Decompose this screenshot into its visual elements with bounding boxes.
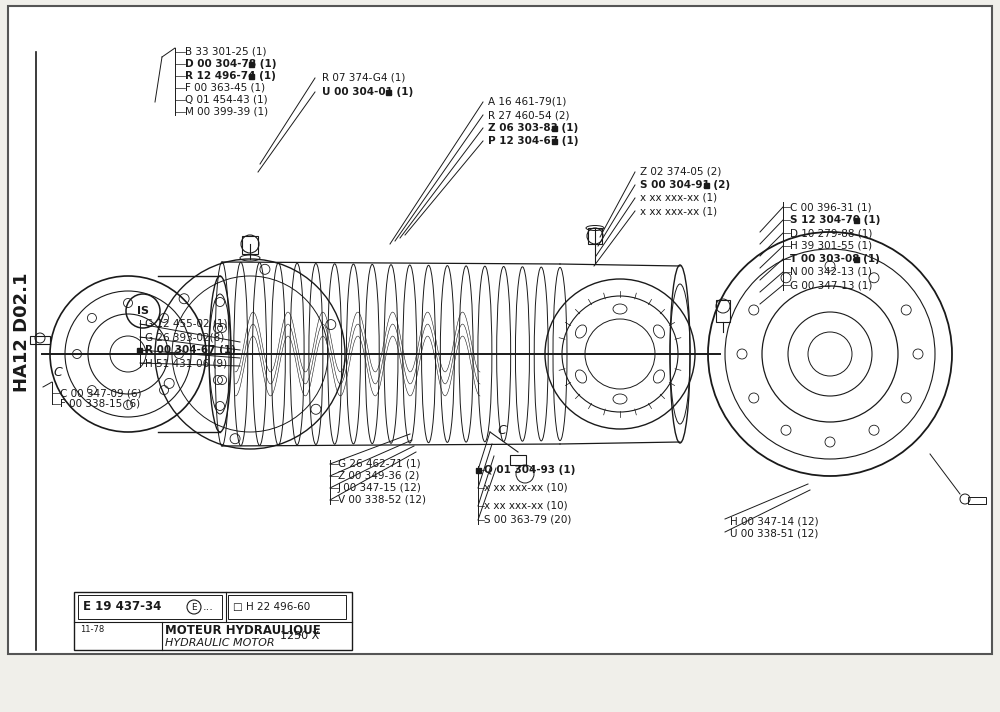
Bar (30, 336, 50, 344)
Text: N 00 342-13 (1): N 00 342-13 (1) (790, 267, 872, 277)
Text: S 12 304-70 (1): S 12 304-70 (1) (790, 215, 880, 225)
Text: F 00 363-45 (1): F 00 363-45 (1) (185, 83, 265, 93)
Text: D 00 304-78 (1): D 00 304-78 (1) (185, 59, 276, 69)
Bar (854, 256, 858, 261)
Text: x xx xxx-xx (10): x xx xxx-xx (10) (484, 501, 568, 511)
Text: 11-78: 11-78 (80, 626, 104, 634)
Bar (704, 182, 708, 187)
Text: T 00 303-08 (1): T 00 303-08 (1) (790, 254, 880, 264)
Bar (968, 497, 986, 504)
Bar (588, 228, 602, 244)
Text: Z 02 374-05 (2): Z 02 374-05 (2) (640, 167, 721, 177)
Text: C: C (54, 366, 62, 379)
Text: M 00 399-39 (1): M 00 399-39 (1) (185, 107, 268, 117)
Text: R 07 374-G4 (1): R 07 374-G4 (1) (322, 73, 405, 83)
Text: R 12 496-74 (1): R 12 496-74 (1) (185, 71, 276, 81)
Text: Z 00 349-36 (2): Z 00 349-36 (2) (338, 471, 419, 481)
Text: C 00 347-09 (6): C 00 347-09 (6) (60, 388, 142, 398)
Text: C: C (498, 424, 506, 437)
Text: H 39 301-55 (1): H 39 301-55 (1) (790, 241, 872, 251)
Text: G 26 393-02(8): G 26 393-02(8) (145, 332, 224, 342)
Text: x xx xxx-xx (10): x xx xxx-xx (10) (484, 483, 568, 493)
Bar (78, 595, 222, 619)
Text: F 00 338-15 (6): F 00 338-15 (6) (60, 399, 140, 409)
Text: S 00 363-79 (20): S 00 363-79 (20) (484, 515, 571, 525)
Text: G 00 347-13 (1): G 00 347-13 (1) (790, 280, 872, 290)
Text: A 16 461-79(1): A 16 461-79(1) (488, 97, 566, 107)
Text: E 19 437-34: E 19 437-34 (83, 600, 161, 614)
Bar (552, 125, 556, 130)
Text: □ H 22 496-60: □ H 22 496-60 (233, 602, 310, 612)
Text: R 00 304-67 (1): R 00 304-67 (1) (145, 345, 236, 355)
Bar (248, 73, 254, 78)
Text: x xx xxx-xx (1): x xx xxx-xx (1) (640, 206, 717, 216)
Text: B 33 301-25 (1): B 33 301-25 (1) (185, 47, 266, 57)
Text: Q 01 304-93 (1): Q 01 304-93 (1) (484, 465, 575, 475)
Bar (136, 347, 142, 352)
Text: E: E (191, 602, 197, 612)
Bar (854, 217, 858, 222)
Text: HYDRAULIC MOTOR: HYDRAULIC MOTOR (165, 638, 275, 648)
Bar (228, 595, 346, 619)
Text: G 26 462-71 (1): G 26 462-71 (1) (338, 459, 421, 469)
Text: H 00 347-14 (12): H 00 347-14 (12) (730, 517, 819, 527)
Bar (552, 139, 556, 144)
Text: HA12 D02.1: HA12 D02.1 (13, 272, 31, 392)
Bar (510, 455, 526, 465)
Text: Q 01 454-43 (1): Q 01 454-43 (1) (185, 95, 268, 105)
Bar (716, 300, 730, 322)
Text: S 00 304-91 (2): S 00 304-91 (2) (640, 180, 730, 190)
Text: R 27 460-54 (2): R 27 460-54 (2) (488, 110, 570, 120)
Text: G 12 455-02 (1): G 12 455-02 (1) (145, 319, 228, 329)
Text: MOTEUR HYDRAULIQUE: MOTEUR HYDRAULIQUE (165, 624, 321, 637)
Bar (74, 592, 352, 650)
Text: J 00 347-15 (12): J 00 347-15 (12) (338, 483, 422, 493)
Text: IS: IS (137, 306, 149, 316)
Bar (476, 468, 480, 473)
Bar (248, 61, 254, 66)
Text: V 00 338-52 (12): V 00 338-52 (12) (338, 495, 426, 505)
Text: P 12 304-67 (1): P 12 304-67 (1) (488, 136, 578, 146)
Text: ...: ... (203, 602, 214, 612)
Text: x xx xxx-xx (1): x xx xxx-xx (1) (640, 193, 717, 203)
Bar (242, 236, 258, 254)
Text: H 51 431-06 (9): H 51 431-06 (9) (145, 358, 227, 368)
Text: 1250 X: 1250 X (280, 631, 319, 641)
Text: Z 06 303-83 (1): Z 06 303-83 (1) (488, 123, 578, 133)
Bar (386, 90, 390, 95)
Text: C 00 396-31 (1): C 00 396-31 (1) (790, 202, 872, 212)
Text: D 10 279-88 (1): D 10 279-88 (1) (790, 228, 872, 238)
Text: U 00 304-01 (1): U 00 304-01 (1) (322, 87, 413, 97)
Text: U 00 338-51 (12): U 00 338-51 (12) (730, 529, 818, 539)
